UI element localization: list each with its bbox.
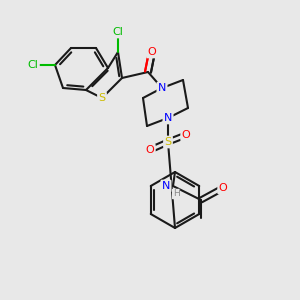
Text: N: N — [162, 181, 170, 191]
Text: N: N — [158, 83, 166, 93]
Text: O: O — [146, 145, 154, 155]
Text: Cl: Cl — [112, 27, 123, 37]
Text: O: O — [148, 47, 156, 57]
Text: O: O — [219, 183, 227, 193]
Text: S: S — [164, 137, 172, 147]
Text: S: S — [98, 93, 106, 103]
Text: Cl: Cl — [28, 60, 38, 70]
Text: O: O — [182, 130, 190, 140]
Text: N: N — [164, 113, 172, 123]
Text: H: H — [172, 190, 179, 199]
